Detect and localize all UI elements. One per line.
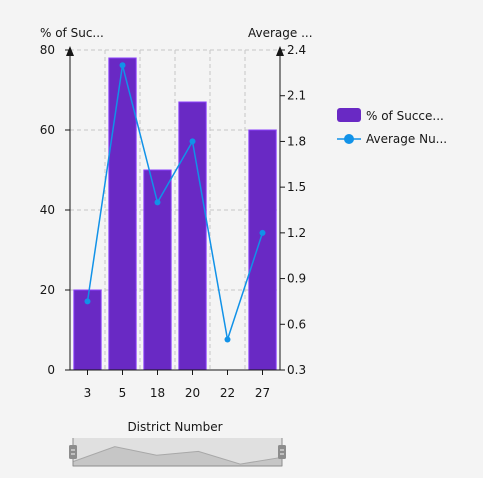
grid bbox=[70, 49, 280, 370]
left-tick-label: 80 bbox=[40, 43, 55, 57]
zoom-handle-right-grip[interactable] bbox=[278, 445, 286, 459]
right-tick-label: 2.4 bbox=[287, 43, 306, 57]
line-point-3 bbox=[84, 298, 91, 305]
right-tick-label: 0.6 bbox=[287, 317, 306, 331]
axes: 0 20 40 60 80 0.3 0.6 0.9 1.2 1.5 1.8 2.1 2.4 3 5 18 20 2… bbox=[40, 43, 306, 400]
bar-27 bbox=[248, 129, 277, 371]
left-tick-label: 60 bbox=[40, 123, 55, 137]
legend-bar-swatch bbox=[337, 108, 361, 122]
x-axis-title: District Number bbox=[127, 420, 222, 434]
left-axis-title: % of Suc... bbox=[40, 26, 104, 40]
bar-5 bbox=[108, 57, 137, 371]
right-axis-arrow bbox=[276, 46, 284, 56]
right-tick-label: 0.3 bbox=[287, 363, 306, 377]
x-tick-label: 27 bbox=[255, 386, 270, 400]
line-point-18 bbox=[154, 199, 161, 206]
x-tick-label: 20 bbox=[185, 386, 200, 400]
line-series bbox=[84, 62, 266, 343]
legend-item-bar[interactable]: % of Succe... bbox=[337, 108, 444, 123]
right-axis-title: Average ... bbox=[248, 26, 313, 40]
x-tick-label: 22 bbox=[220, 386, 235, 400]
right-tick-label: 0.9 bbox=[287, 272, 306, 286]
x-tick-label: 3 bbox=[84, 386, 92, 400]
legend: % of Succe... Average Nu... bbox=[337, 108, 447, 146]
left-axis-arrow bbox=[66, 46, 74, 56]
right-tick-label: 2.1 bbox=[287, 89, 306, 103]
legend-bar-label: % of Succe... bbox=[366, 109, 444, 123]
legend-item-line[interactable]: Average Nu... bbox=[337, 132, 447, 146]
x-tick-label: 18 bbox=[150, 386, 165, 400]
line-path bbox=[86, 65, 264, 340]
zoom-handle-right[interactable] bbox=[278, 438, 286, 466]
zoom-bar[interactable] bbox=[69, 438, 286, 467]
left-tick-label: 20 bbox=[40, 283, 55, 297]
line-point-27 bbox=[259, 229, 266, 236]
line-point-5 bbox=[119, 62, 126, 69]
legend-line-marker bbox=[344, 134, 354, 144]
right-tick-label: 1.8 bbox=[287, 134, 306, 148]
zoom-handle-left[interactable] bbox=[69, 438, 77, 466]
right-tick-label: 1.5 bbox=[287, 180, 306, 194]
x-tick-label: 5 bbox=[119, 386, 127, 400]
legend-line-label: Average Nu... bbox=[366, 132, 447, 146]
line-point-22 bbox=[224, 336, 231, 343]
zoom-handle-left-grip[interactable] bbox=[69, 445, 77, 459]
right-tick-label: 1.2 bbox=[287, 226, 306, 240]
left-tick-label: 0 bbox=[47, 363, 55, 377]
left-tick-label: 40 bbox=[40, 203, 55, 217]
line-point-20 bbox=[189, 138, 196, 145]
